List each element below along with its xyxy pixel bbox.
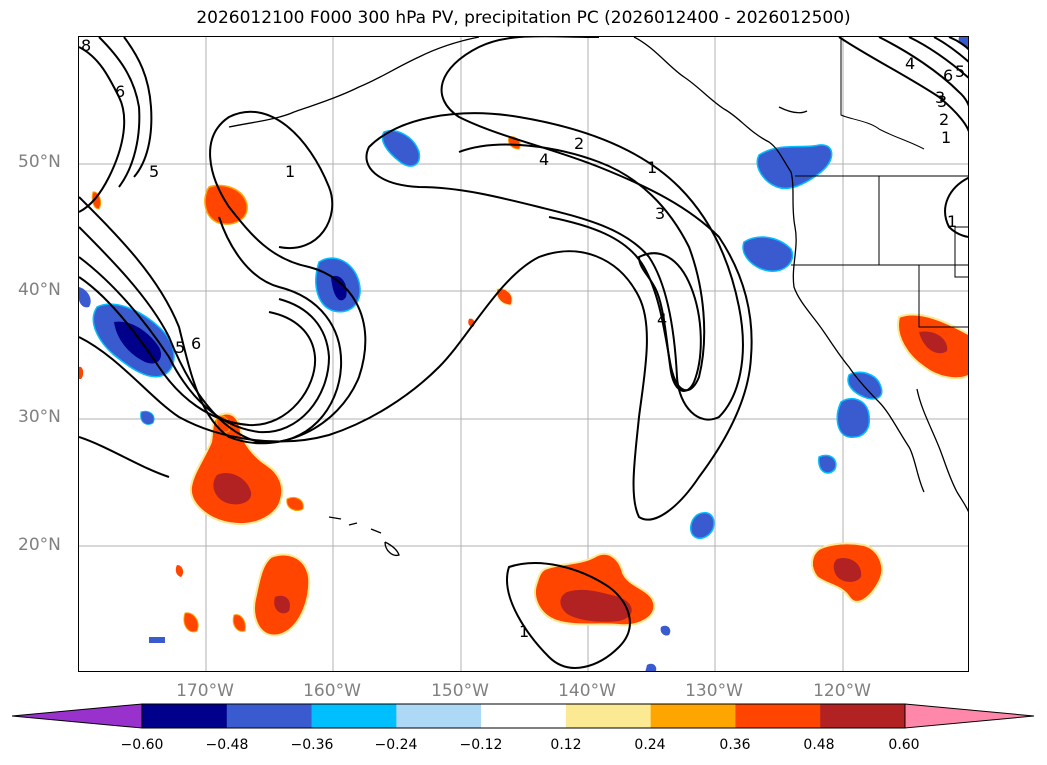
colorbar — [12, 703, 1035, 729]
contour-label: 3 — [655, 204, 665, 223]
colorbar-segment — [565, 704, 652, 728]
contour-label: 4 — [539, 150, 549, 169]
contour-label: 4 — [657, 310, 667, 329]
colorbar-segments — [12, 703, 1035, 729]
lat-label-40n: 40°N — [18, 280, 61, 300]
political-borders — [791, 37, 968, 328]
colorbar-segment — [311, 704, 397, 728]
colorbar-extend-high — [904, 703, 1035, 729]
colorbar-segment — [142, 704, 228, 728]
coastlines — [228, 37, 968, 557]
colorbar-segment — [650, 704, 736, 728]
contour-label: 5 — [175, 338, 185, 357]
lat-label-20n: 20°N — [18, 535, 61, 555]
contour-label: 3 — [935, 88, 945, 107]
lon-label-140w: 140°W — [558, 681, 616, 701]
colorbar-segment — [735, 704, 821, 728]
contour-label: 2 — [939, 110, 949, 129]
colorbar-tick: −0.36 — [290, 737, 334, 753]
colorbar-extend-low — [12, 703, 143, 729]
contour-label: 2 — [574, 134, 584, 153]
lat-label-50n: 50°N — [18, 152, 61, 172]
lon-label-130w: 130°W — [685, 681, 743, 701]
contour-label: 1 — [285, 162, 295, 181]
contour-label: 5 — [955, 62, 965, 81]
colorbar-tick: 0.60 — [888, 737, 920, 753]
lon-label-170w: 170°W — [176, 681, 234, 701]
gridlines — [79, 37, 968, 671]
colorbar-tick: −0.60 — [120, 737, 164, 753]
colorbar-segment — [481, 704, 567, 728]
contour-label: 6 — [115, 82, 125, 101]
contour-label: 1 — [947, 212, 957, 231]
chart-title: 2026012100 F000 300 hPa PV, precipitatio… — [196, 8, 851, 28]
colorbar-tick: −0.24 — [374, 737, 418, 753]
contour-label: 6 — [943, 66, 953, 85]
lon-label-160w: 160°W — [303, 681, 361, 701]
contour-label: 8 — [81, 37, 91, 55]
colorbar-tick: 0.24 — [634, 737, 666, 753]
contour-label: 5 — [149, 162, 159, 181]
lon-label-150w: 150°W — [431, 681, 489, 701]
colorbar-segment — [820, 704, 906, 728]
lat-label-30n: 30°N — [18, 407, 61, 427]
colorbar-tick: −0.12 — [459, 737, 503, 753]
lon-label-120w: 120°W — [813, 681, 871, 701]
map-panel: 8 6 5 1 2 4 1 3 4 3 6 5 4 3 2 1 1 1 6 5 — [78, 36, 969, 672]
contour-label: 6 — [191, 334, 201, 353]
colorbar-tick: −0.48 — [205, 737, 249, 753]
colorbar-segment — [396, 704, 482, 728]
contour-label: 1 — [519, 622, 529, 641]
pv-contours — [79, 37, 968, 669]
contour-label: 4 — [905, 54, 915, 73]
colorbar-tick: 0.36 — [719, 737, 751, 753]
precip-positive-shading — [79, 136, 968, 637]
map-canvas: 8 6 5 1 2 4 1 3 4 3 6 5 4 3 2 1 1 1 6 5 — [79, 37, 968, 671]
colorbar-tick: 0.48 — [803, 737, 835, 753]
contour-label: 3 — [937, 92, 947, 111]
colorbar-segment — [226, 704, 313, 728]
contour-label-group: 8 6 5 1 2 4 1 3 4 3 6 5 4 3 2 1 1 1 6 5 — [81, 37, 965, 641]
contour-label: 1 — [647, 158, 657, 177]
contour-label: 1 — [941, 128, 951, 147]
colorbar-tick: 0.12 — [550, 737, 582, 753]
